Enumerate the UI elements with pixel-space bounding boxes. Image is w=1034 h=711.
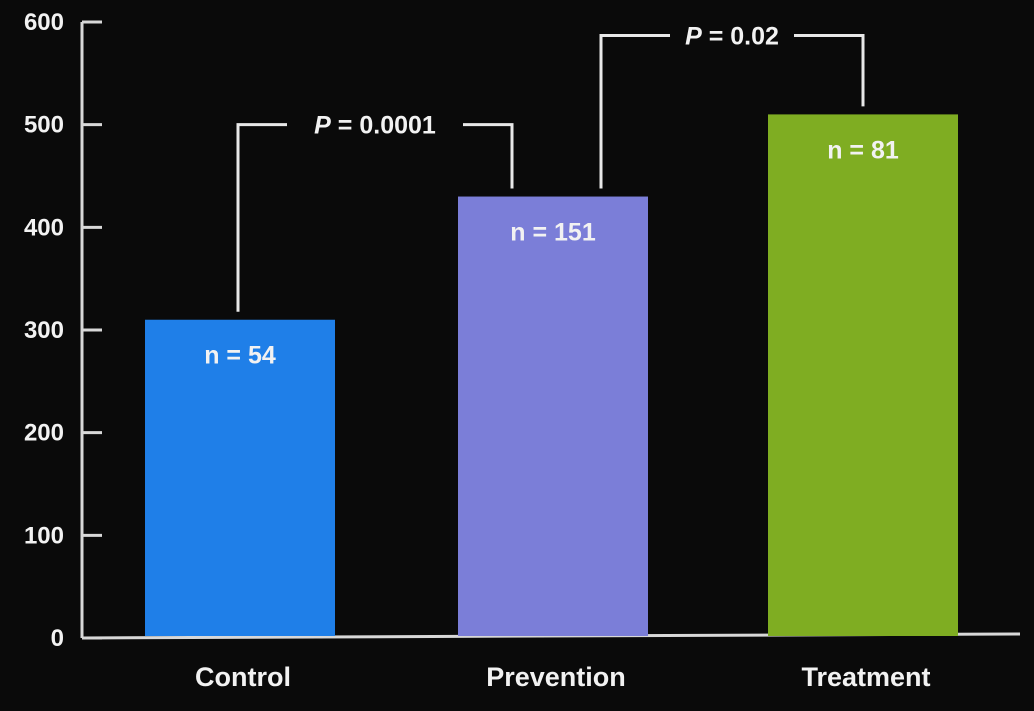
p-value: = 0.0001 bbox=[331, 112, 436, 140]
x-category-label: Prevention bbox=[486, 662, 626, 692]
axes: 0 100 200 300 400 500 600 bbox=[24, 9, 1021, 652]
y-tick-label: 400 bbox=[24, 214, 64, 241]
bar-labels: n = 54 Control n = 151 Prevention n = 81 Trea… bbox=[195, 136, 931, 692]
p-symbol: P bbox=[685, 23, 702, 51]
x-category-label: Control bbox=[195, 662, 291, 692]
y-tick-label: 200 bbox=[24, 420, 64, 447]
bar-data-label: n = 54 bbox=[204, 342, 276, 370]
y-tick-label: 0 bbox=[51, 625, 64, 652]
p-value-label: P = 0.02 bbox=[685, 23, 779, 51]
y-tick-label: 100 bbox=[24, 522, 64, 549]
bar-prevention bbox=[458, 196, 648, 637]
bars bbox=[145, 114, 958, 637]
significance-bracket bbox=[599, 34, 865, 189]
bar-data-label: n = 81 bbox=[827, 136, 899, 164]
bar-treatment bbox=[768, 114, 958, 636]
significance-bracket bbox=[236, 123, 514, 312]
y-tick-label: 600 bbox=[24, 9, 64, 36]
p-symbol: P bbox=[314, 112, 331, 140]
p-value: = 0.02 bbox=[702, 23, 779, 51]
bar-control bbox=[145, 319, 335, 636]
p-value-label: P = 0.0001 bbox=[314, 112, 436, 140]
y-tick-label: 500 bbox=[24, 112, 64, 139]
y-tick-label: 300 bbox=[24, 317, 64, 344]
bar-data-label: n = 151 bbox=[510, 219, 596, 247]
x-category-label: Treatment bbox=[801, 662, 930, 692]
